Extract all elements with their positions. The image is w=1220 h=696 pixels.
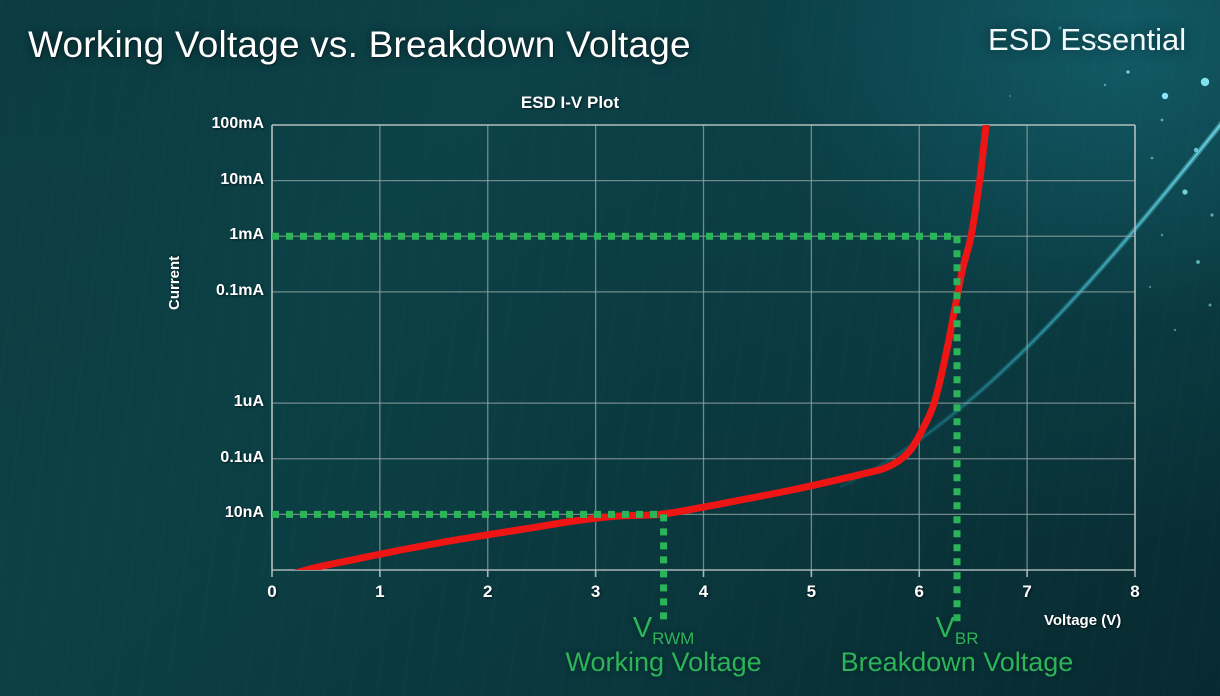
x-tick-label: 2 <box>483 582 493 601</box>
curve-layer <box>293 125 990 570</box>
marker-lines <box>272 232 961 622</box>
marker-label-breakdown-voltage: Breakdown Voltage <box>840 647 1074 677</box>
marker-symbol-breakdown-voltage: VBR <box>935 612 979 648</box>
x-tick-label: 7 <box>1022 582 1032 601</box>
x-axis-label: Voltage (V) <box>1044 612 1122 629</box>
x-tick-label: 1 <box>375 582 385 601</box>
x-tick-label: 0 <box>267 582 277 601</box>
marker-symbol-working-voltage: VRWM <box>632 612 695 648</box>
chart-title-text: ESD I-V Plot <box>520 93 620 112</box>
page-title: Working Voltage vs. Breakdown Voltage <box>28 24 691 65</box>
x-tick-label: 8 <box>1130 582 1140 601</box>
x-tick-label: 5 <box>806 582 817 601</box>
x-tick-label: 6 <box>914 582 924 601</box>
brand-label: ESD Essential <box>988 22 1187 57</box>
marker-label-working-voltage: Working Voltage <box>565 647 762 677</box>
chart-title: ESD I-V Plot <box>0 93 1220 113</box>
x-tick-label: 4 <box>698 582 709 601</box>
x-tick-label: 3 <box>590 582 601 601</box>
